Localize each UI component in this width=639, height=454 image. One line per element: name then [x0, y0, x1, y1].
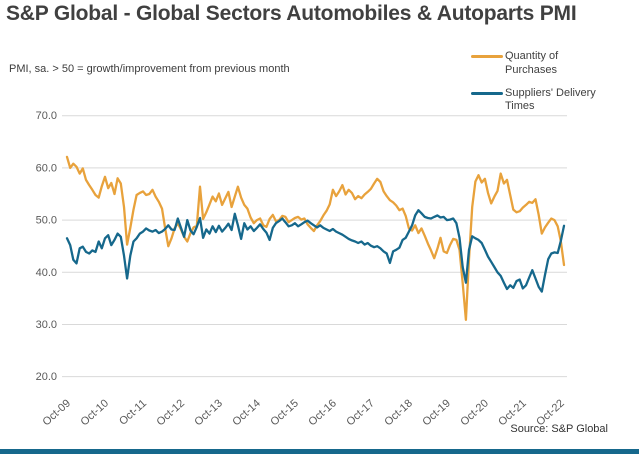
y-tick-label: 40.0 — [36, 267, 57, 279]
x-tick-label: Oct-15 — [268, 397, 301, 428]
x-tick-label: Oct-14 — [230, 397, 263, 428]
x-tick-label: Oct-16 — [306, 397, 339, 428]
y-tick-label: 30.0 — [36, 319, 57, 331]
series-suppliers-delivery-times — [65, 209, 566, 293]
x-tick-label: Oct-11 — [117, 397, 149, 427]
series-quantity-of-purchases — [65, 155, 566, 321]
chart-legend: Quantity of Purchases Suppliers' Deliver… — [471, 50, 621, 123]
x-tick-label: Oct-19 — [420, 397, 453, 428]
y-tick-label: 70.0 — [36, 110, 57, 122]
y-tick-label: 60.0 — [36, 162, 57, 174]
source-note: Source: S&P Global — [510, 423, 608, 435]
x-tick-label: Oct-09 — [40, 397, 73, 428]
legend-label: Quantity of Purchases — [505, 50, 559, 76]
y-tick-label: 50.0 — [36, 215, 57, 227]
x-tick-label: Oct-17 — [344, 397, 377, 428]
x-tick-label: Oct-12 — [154, 397, 187, 428]
orange-line-swatch — [471, 55, 503, 58]
chart-subtitle: PMI, sa. > 50 = growth/improvement from … — [9, 63, 290, 75]
legend-item-quantity-of-purchases: Quantity of Purchases — [471, 50, 621, 78]
chart-title: S&P Global - Global Sectors Automobiles … — [6, 2, 577, 25]
bottom-accent-bar — [0, 449, 639, 454]
x-tick-label: Oct-18 — [382, 397, 415, 428]
legend-item-suppliers-delivery-times: Suppliers' Delivery Times — [471, 87, 621, 115]
x-tick-label: Oct-13 — [192, 397, 225, 428]
teal-line-swatch — [471, 91, 503, 95]
x-tick-label: Oct-10 — [78, 397, 111, 428]
x-tick-label: Oct-20 — [458, 397, 491, 428]
legend-label: Suppliers' Delivery Times — [505, 86, 596, 113]
y-tick-label: 20.0 — [36, 371, 57, 383]
